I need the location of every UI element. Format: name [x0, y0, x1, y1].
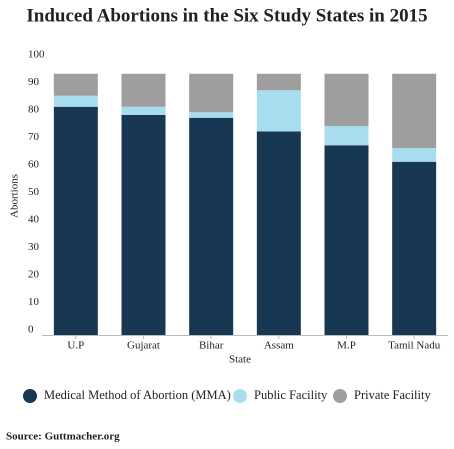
- x-tick-label: Gujarat: [127, 340, 160, 352]
- y-tick-label: 100: [28, 49, 45, 61]
- legend-label: Medical Method of Abortion (MMA): [44, 388, 231, 402]
- x-tick-label: U.P: [67, 340, 84, 352]
- y-tick-label: 90: [28, 76, 40, 88]
- bar-segment: [189, 117, 234, 335]
- y-tick-label: 80: [28, 104, 40, 116]
- y-tick-label: 10: [28, 296, 40, 308]
- y-tick-label: 20: [28, 269, 40, 281]
- legend-marker: [23, 389, 37, 403]
- legend-label: Public Facility: [254, 388, 328, 402]
- bar-segment: [392, 148, 437, 162]
- bar-segment: [121, 73, 166, 107]
- y-tick-label: 50: [28, 186, 40, 198]
- y-tick-label: 70: [28, 131, 40, 143]
- source: Source: Guttmacher.org: [6, 431, 120, 443]
- x-axis-label: State: [229, 354, 251, 366]
- y-tick-label: 60: [28, 159, 40, 171]
- legend-marker: [233, 389, 247, 403]
- x-tick-label: Tamil Nadu: [388, 340, 441, 352]
- x-tick-label: M.P: [337, 340, 356, 352]
- x-tick-label: Assam: [264, 340, 294, 352]
- legend-marker: [333, 389, 347, 403]
- bar-segment: [121, 106, 166, 115]
- bar-segment: [189, 112, 234, 118]
- bar-segment: [53, 95, 98, 107]
- bar-segment: [256, 131, 301, 335]
- bar-segment: [53, 106, 98, 335]
- bar-segment: [392, 73, 437, 148]
- bar-segment: [392, 161, 437, 335]
- bar-segment: [324, 145, 369, 335]
- legend-label: Private Facility: [354, 388, 431, 402]
- y-tick-label: 40: [28, 214, 40, 226]
- x-tick-label: Bihar: [199, 340, 224, 352]
- chart-title: Induced Abortions in the Six Study State…: [26, 5, 427, 26]
- bar-segment: [256, 73, 301, 91]
- y-tick-label: 0: [28, 324, 34, 336]
- bar-segment: [324, 126, 369, 146]
- bar-segment: [324, 73, 369, 126]
- bar-segment: [53, 73, 98, 96]
- bar-segment: [121, 115, 166, 335]
- y-tick-label: 30: [28, 241, 40, 253]
- bar-segment: [189, 73, 234, 113]
- y-axis-label: Abortions: [9, 174, 21, 218]
- bar-segment: [256, 90, 301, 132]
